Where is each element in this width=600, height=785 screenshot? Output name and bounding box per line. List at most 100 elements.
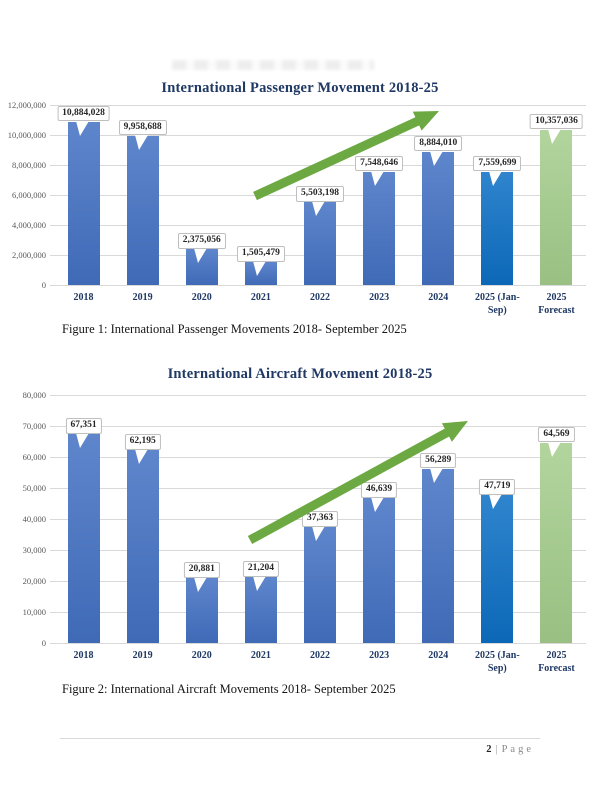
bar-value-callout: 2,375,056 bbox=[177, 233, 226, 249]
y-axis-tick-label: 6,000,000 bbox=[12, 190, 46, 200]
x-axis-label: 2018 bbox=[73, 292, 94, 303]
trend-arrow-aircraft-icon bbox=[247, 421, 468, 544]
x-axis-label: 2025 (Jan- Sep) bbox=[474, 650, 520, 674]
bar bbox=[304, 527, 336, 643]
y-axis-tick-label: 4,000,000 bbox=[12, 220, 46, 230]
y-axis-tick-label: 30,000 bbox=[22, 545, 46, 555]
bar bbox=[363, 171, 396, 285]
y-axis-tick-label: 0 bbox=[41, 638, 46, 648]
y-axis-tick-label: 8,000,000 bbox=[12, 160, 46, 170]
x-axis-label: 2018 bbox=[73, 650, 94, 661]
bar-value-callout: 10,357,036 bbox=[530, 113, 583, 130]
y-axis-tick-label: 12,000,000 bbox=[7, 100, 46, 110]
y-axis-tick-label: 40,000 bbox=[22, 514, 46, 524]
callout-pointer bbox=[548, 441, 562, 457]
gridline bbox=[50, 550, 586, 551]
x-axis-label: 2024 bbox=[428, 650, 449, 661]
callout-pointer bbox=[75, 433, 89, 449]
x-axis-label: 2023 bbox=[369, 292, 390, 303]
bar-value-callout: 20,881 bbox=[183, 562, 220, 578]
gridline bbox=[50, 165, 586, 166]
bar-value-callout: 21,204 bbox=[242, 561, 279, 577]
figure-2-caption: Figure 2: International Aircraft Movemen… bbox=[62, 682, 396, 696]
page-number-value: 2 bbox=[486, 744, 492, 755]
y-axis-tick-label: 50,000 bbox=[22, 483, 46, 493]
bar bbox=[422, 151, 455, 285]
gridline bbox=[50, 488, 586, 489]
x-axis-label: 2025 Forecast bbox=[538, 650, 575, 674]
bar-value-callout: 7,559,699 bbox=[473, 155, 522, 172]
callout-pointer bbox=[548, 128, 562, 144]
bar bbox=[244, 577, 277, 643]
gridline bbox=[50, 457, 586, 458]
bar bbox=[126, 135, 159, 285]
x-axis-label: 2020 bbox=[191, 292, 212, 303]
x-axis-label: 2020 bbox=[191, 650, 212, 661]
callout-pointer bbox=[193, 248, 207, 264]
bar-value-callout: 64,569 bbox=[538, 426, 575, 443]
bar bbox=[185, 578, 218, 643]
x-axis-label: 2024 bbox=[428, 292, 449, 303]
y-axis-tick-label: 2,000,000 bbox=[12, 250, 46, 260]
gridline bbox=[50, 612, 586, 613]
gridline bbox=[50, 426, 586, 427]
x-axis-label: 2022 bbox=[310, 650, 330, 661]
bar-value-callout: 46,639 bbox=[361, 482, 398, 498]
callout-pointer bbox=[134, 449, 148, 465]
callout-pointer bbox=[312, 526, 325, 542]
bar-value-callout: 10,884,028 bbox=[57, 105, 110, 122]
bar-value-callout: 8,884,010 bbox=[414, 135, 463, 152]
callout-pointer bbox=[312, 201, 325, 217]
x-axis-label: 2022 bbox=[310, 292, 330, 303]
bar-value-callout: 47,719 bbox=[479, 479, 516, 495]
x-axis-label: 2021 bbox=[250, 292, 271, 303]
bar bbox=[540, 129, 573, 285]
bar-value-callout: 56,289 bbox=[420, 452, 457, 468]
bar-value-callout: 62,195 bbox=[124, 434, 161, 450]
gridline bbox=[50, 135, 586, 136]
x-axis-label: 2023 bbox=[369, 650, 390, 661]
page-number-separator: | bbox=[495, 744, 498, 755]
bar bbox=[363, 498, 396, 643]
gridline bbox=[50, 643, 586, 644]
trend-arrow-passenger-icon bbox=[253, 111, 439, 201]
bar-value-callout: 7,548,646 bbox=[355, 155, 404, 172]
footer-divider bbox=[60, 738, 540, 739]
y-axis-tick-label: 20,000 bbox=[22, 576, 46, 586]
gridline bbox=[50, 519, 586, 520]
callout-pointer bbox=[252, 261, 266, 277]
gridline bbox=[50, 255, 586, 256]
bar bbox=[304, 202, 336, 285]
x-axis-label: 2025 (Jan- Sep) bbox=[474, 292, 520, 316]
gridline bbox=[50, 581, 586, 582]
callout-pointer bbox=[371, 497, 385, 513]
callout-pointer bbox=[252, 576, 266, 592]
callout-pointer bbox=[371, 170, 385, 186]
passenger-chart-title: International Passenger Movement 2018-25 bbox=[161, 80, 439, 96]
callout-pointer bbox=[430, 150, 444, 166]
x-axis-label: 2019 bbox=[132, 650, 153, 661]
page-number-word: Page bbox=[501, 744, 534, 755]
gridline bbox=[50, 285, 586, 286]
y-axis-tick-label: 10,000 bbox=[22, 607, 46, 617]
aircraft-chart-title: International Aircraft Movement 2018-25 bbox=[167, 366, 433, 382]
bar bbox=[67, 434, 100, 643]
x-axis-label: 2025 Forecast bbox=[538, 292, 575, 316]
callout-pointer bbox=[75, 120, 89, 136]
gridline bbox=[50, 225, 586, 226]
callout-pointer bbox=[430, 467, 444, 483]
y-axis-tick-label: 0 bbox=[41, 280, 46, 290]
page-number: 2 | Page bbox=[486, 744, 534, 755]
callout-pointer bbox=[489, 170, 503, 186]
gridline bbox=[50, 195, 586, 196]
callout-pointer bbox=[134, 134, 148, 150]
bar-value-callout: 37,363 bbox=[301, 511, 339, 527]
bar-value-callout: 67,351 bbox=[65, 418, 102, 434]
bar bbox=[422, 468, 455, 643]
bar bbox=[481, 495, 514, 643]
gridline bbox=[50, 395, 586, 396]
